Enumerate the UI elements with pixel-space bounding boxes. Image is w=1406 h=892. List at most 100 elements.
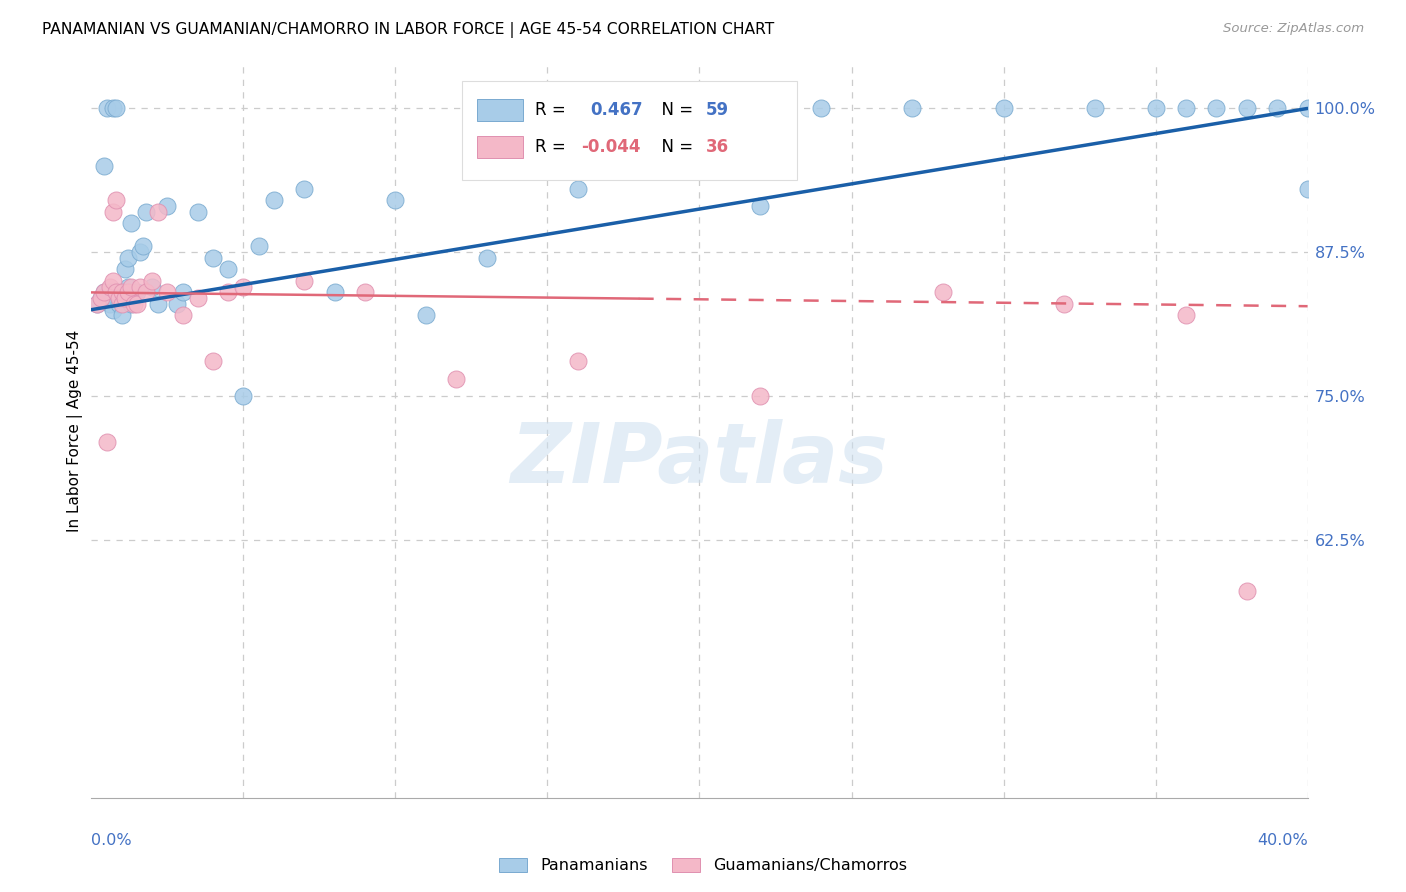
Point — [156, 199, 179, 213]
Point — [567, 354, 589, 368]
Point — [101, 291, 124, 305]
Point — [96, 291, 118, 305]
Point — [931, 285, 953, 300]
Point — [141, 279, 163, 293]
Point — [117, 279, 139, 293]
Point — [292, 182, 315, 196]
Point — [98, 297, 121, 311]
Text: Source: ZipAtlas.com: Source: ZipAtlas.com — [1223, 22, 1364, 36]
Point — [1265, 102, 1288, 116]
Point — [1084, 102, 1107, 116]
Text: N =: N = — [651, 138, 699, 156]
Point — [1236, 584, 1258, 599]
Point — [120, 297, 142, 311]
Point — [101, 302, 124, 317]
Point — [111, 291, 134, 305]
Point — [117, 285, 139, 300]
Point — [354, 285, 377, 300]
Point — [187, 205, 209, 219]
Point — [1296, 182, 1319, 196]
Point — [104, 194, 127, 208]
Point — [217, 262, 239, 277]
Point — [122, 297, 145, 311]
Point — [148, 205, 170, 219]
Point — [111, 297, 134, 311]
Point — [901, 102, 924, 116]
Point — [132, 239, 155, 253]
Point — [749, 199, 772, 213]
Point — [98, 285, 121, 300]
Point — [96, 434, 118, 449]
Point — [166, 297, 188, 311]
Point — [323, 285, 346, 300]
Text: R =: R = — [536, 138, 571, 156]
Point — [104, 102, 127, 116]
Point — [1144, 102, 1167, 116]
Point — [120, 216, 142, 230]
Point — [86, 297, 108, 311]
Point — [114, 285, 136, 300]
Point — [993, 102, 1015, 116]
Point — [232, 279, 254, 293]
Point — [415, 309, 437, 323]
Text: 36: 36 — [706, 138, 728, 156]
Text: PANAMANIAN VS GUAMANIAN/CHAMORRO IN LABOR FORCE | AGE 45-54 CORRELATION CHART: PANAMANIAN VS GUAMANIAN/CHAMORRO IN LABO… — [42, 22, 775, 38]
Point — [86, 297, 108, 311]
Point — [172, 309, 194, 323]
Point — [202, 354, 225, 368]
Point — [749, 389, 772, 403]
Point — [98, 279, 121, 293]
Text: 0.467: 0.467 — [591, 102, 643, 120]
Point — [135, 205, 157, 219]
Point — [444, 371, 467, 385]
Point — [810, 102, 832, 116]
Point — [107, 297, 129, 311]
Point — [114, 262, 136, 277]
Point — [247, 239, 270, 253]
Point — [1175, 309, 1198, 323]
Point — [101, 102, 124, 116]
Text: N =: N = — [651, 102, 699, 120]
Point — [384, 194, 406, 208]
Point — [93, 159, 115, 173]
Point — [148, 297, 170, 311]
Point — [1296, 102, 1319, 116]
Legend: Panamanians, Guamanians/Chamorros: Panamanians, Guamanians/Chamorros — [492, 851, 914, 880]
Point — [107, 291, 129, 305]
Point — [93, 285, 115, 300]
Point — [567, 182, 589, 196]
Point — [117, 251, 139, 265]
Point — [101, 205, 124, 219]
Point — [125, 285, 148, 300]
Point — [114, 291, 136, 305]
Point — [89, 291, 111, 305]
Point — [688, 102, 710, 116]
Point — [101, 274, 124, 288]
Point — [172, 285, 194, 300]
FancyBboxPatch shape — [463, 81, 797, 180]
Point — [120, 279, 142, 293]
Point — [125, 297, 148, 311]
Point — [1175, 102, 1198, 116]
Point — [93, 285, 115, 300]
Point — [104, 285, 127, 300]
Point — [187, 291, 209, 305]
Point — [263, 194, 285, 208]
Point — [111, 309, 134, 323]
Point — [104, 285, 127, 300]
Point — [89, 291, 111, 305]
Point — [627, 102, 650, 116]
Point — [107, 285, 129, 300]
Y-axis label: In Labor Force | Age 45-54: In Labor Force | Age 45-54 — [67, 329, 83, 532]
Point — [1205, 102, 1227, 116]
Text: -0.044: -0.044 — [582, 138, 641, 156]
Point — [129, 279, 152, 293]
Point — [506, 159, 529, 173]
Text: 59: 59 — [706, 102, 728, 120]
Point — [232, 389, 254, 403]
Point — [292, 274, 315, 288]
Point — [156, 285, 179, 300]
Point — [129, 245, 152, 260]
Point — [141, 274, 163, 288]
Point — [111, 285, 134, 300]
